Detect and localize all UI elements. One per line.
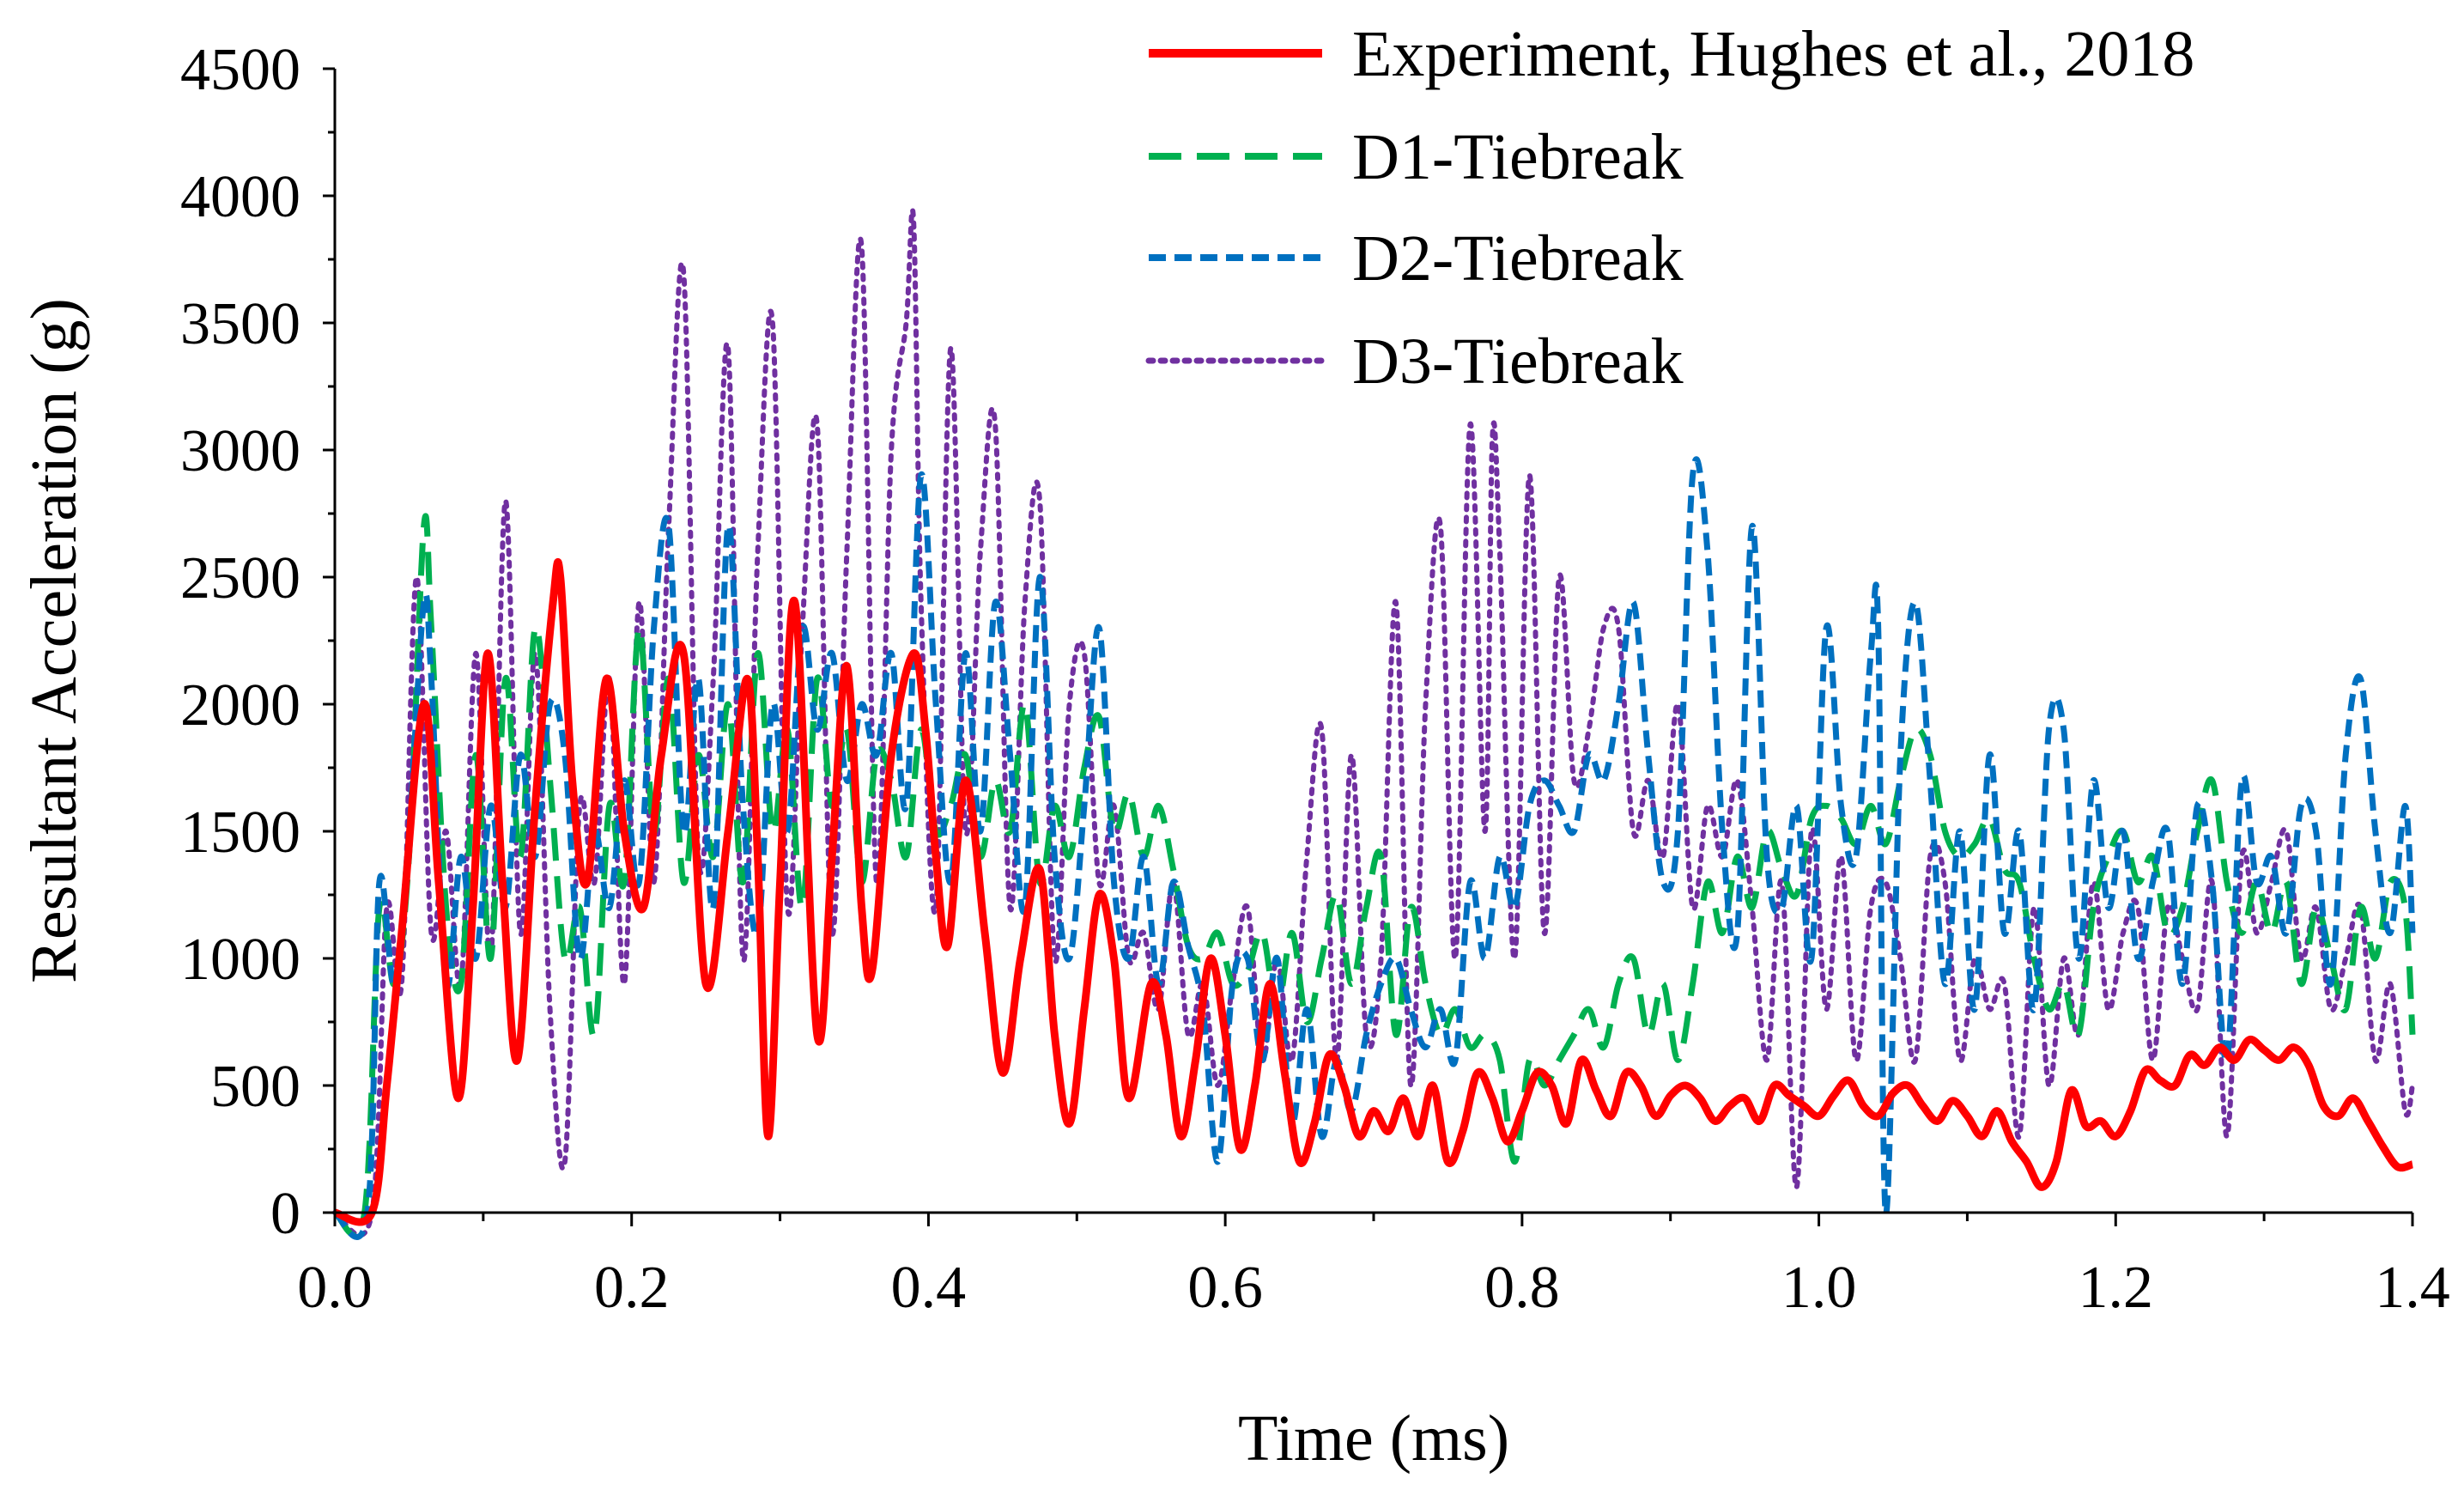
legend-label: D2-Tiebreak (1352, 222, 1684, 295)
x-tick-label: 0.6 (1187, 1255, 1263, 1321)
ticks: 0 500 1000 1500 2000 2500 3000 3500 4000 4500 0.0 0… (180, 37, 2450, 1321)
series-line-d2-tiebreak (333, 456, 2416, 1240)
x-tick-label: 1.4 (2375, 1255, 2450, 1321)
y-tick-label: 2000 (180, 672, 300, 739)
y-tick-label: 0 (270, 1181, 300, 1247)
series-line-experiment (333, 558, 2414, 1226)
y-tick-label: 500 (210, 1054, 300, 1120)
legend: Experiment, Hughes et al., 2018 D1-Tiebre… (1145, 18, 2194, 398)
x-tick-label: 1.0 (1781, 1255, 1857, 1321)
x-tick-label: 0.2 (594, 1255, 670, 1321)
legend-label: Experiment, Hughes et al., 2018 (1352, 18, 2194, 90)
y-tick-label: 2500 (180, 545, 300, 611)
y-tick-label: 1500 (180, 800, 300, 866)
y-tick-label: 3500 (180, 291, 300, 357)
y-tick-label: 1000 (180, 927, 300, 993)
y-axis-title: Resultant Acceleration (g) (18, 298, 90, 983)
y-tick-label: 4000 (180, 164, 300, 230)
y-tick-label: 4500 (180, 37, 300, 103)
series-layer (332, 207, 2416, 1240)
x-tick-label: 0.0 (297, 1255, 373, 1321)
series-line-d1-tiebreak (333, 513, 2416, 1238)
x-tick-label: 0.4 (891, 1255, 967, 1321)
x-tick-label: 1.2 (2079, 1255, 2154, 1321)
y-tick-label: 3000 (180, 418, 300, 484)
legend-label: D3-Tiebreak (1352, 325, 1684, 398)
legend-label: D1-Tiebreak (1352, 121, 1684, 193)
x-tick-label: 0.8 (1484, 1255, 1560, 1321)
x-axis-title: Time (ms) (1238, 1402, 1509, 1475)
